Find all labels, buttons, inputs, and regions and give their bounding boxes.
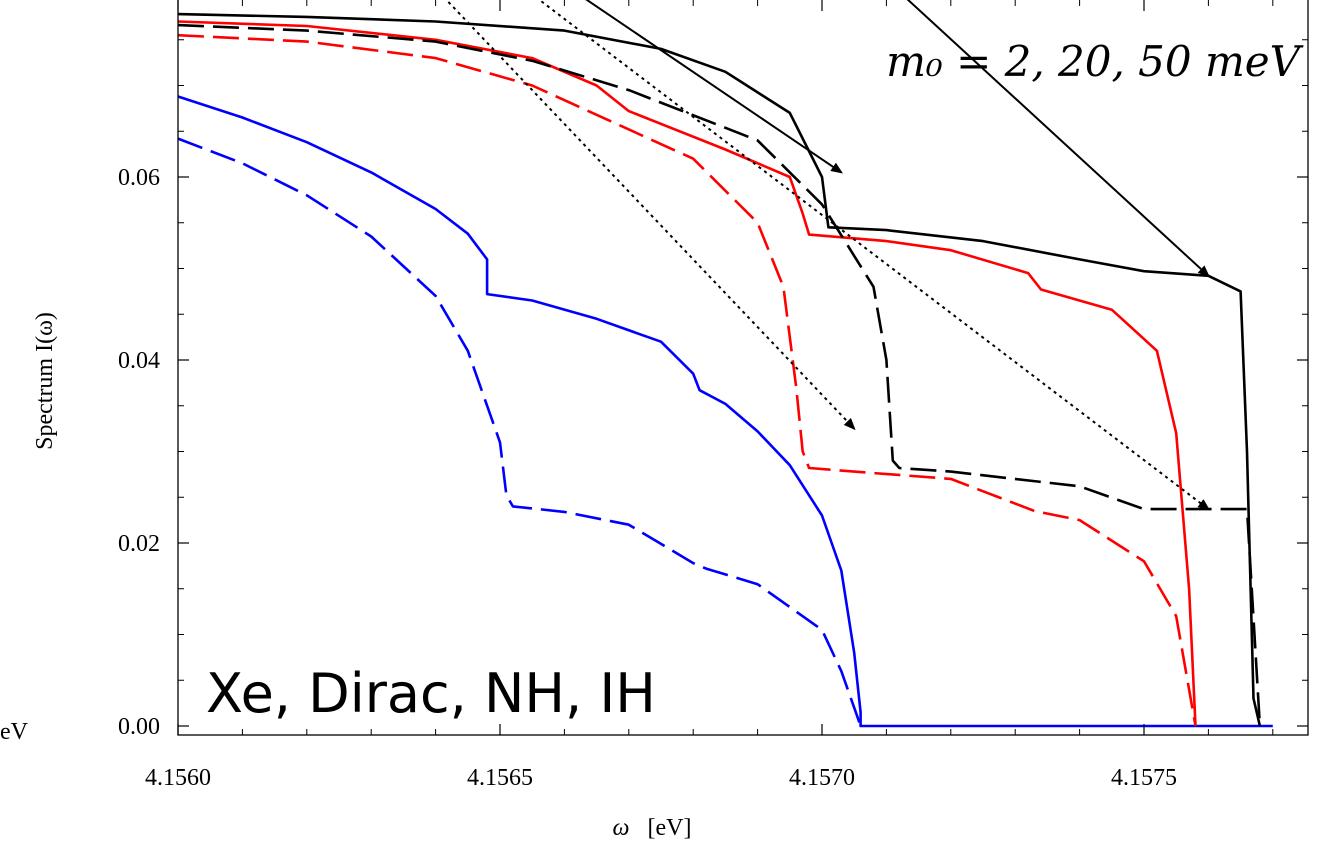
annotation-mass: m₀ = 2, 20, 50 meV [886,37,1304,86]
x-axis-symbol: ω [613,815,630,841]
label-layer: 4.1560 4.1565 4.1570 4.1575 0.00 0.02 0.04 0.06 [118,165,1177,791]
series-line-4 [177,33,1197,727]
y-tick-label-2: 0.02 [118,531,160,557]
series-line-3 [177,20,1197,727]
x-axis-unit: [eV] [647,815,691,841]
y-tick-label-1: 0.00 [118,714,160,740]
edge-fragment-label: eV [0,719,29,745]
y-tick-label-3: 0.04 [118,348,160,374]
plot-frame [177,0,1309,736]
series-line-2 [177,137,862,727]
annotation-arrow-1 [585,0,843,174]
x-axis-title: ω [eV] [613,815,692,841]
series-line-1 [177,95,1273,728]
x-tick-label-1: 4.1560 [145,765,211,791]
series-layer [177,12,1273,728]
annotation-arrow-4 [537,0,1210,511]
x-tick-label-4: 4.1575 [1111,765,1177,791]
arrow-layer [445,0,1210,511]
tick-layer [177,0,1308,735]
y-axis-title: Spectrum I(ω) [32,312,58,450]
annotation-arrow-2 [906,0,1210,278]
series-line-5 [177,12,1262,727]
annotation-arrow-3 [445,0,856,431]
annotation-main: Xe, Dirac, NH, IH [206,662,656,725]
x-tick-label-3: 4.1570 [789,765,855,791]
x-tick-label-2: 4.1565 [467,765,533,791]
series-line-6 [177,23,1262,727]
y-tick-label-4: 0.06 [118,165,160,191]
